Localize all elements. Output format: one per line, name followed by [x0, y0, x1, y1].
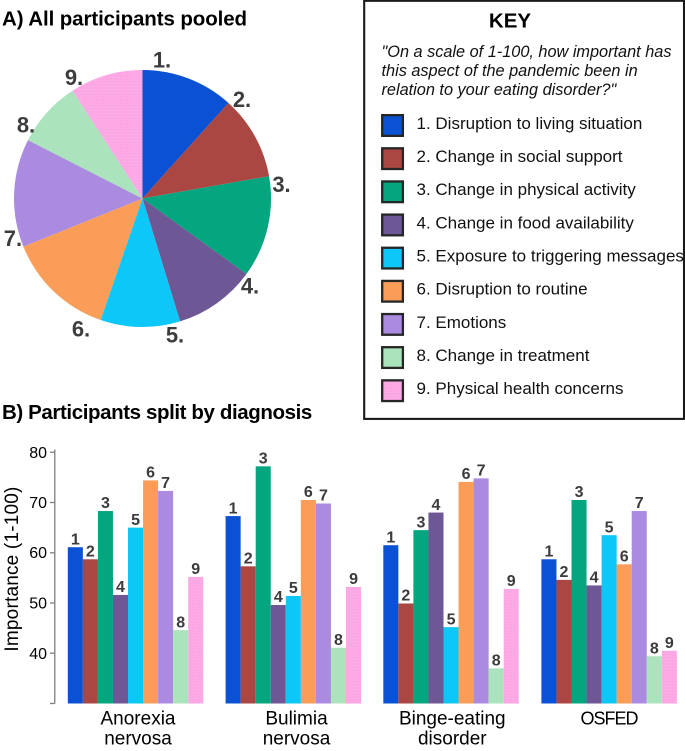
svg-text:1.: 1.: [153, 48, 171, 73]
svg-text:9: 9: [665, 635, 674, 652]
svg-text:6.: 6.: [72, 317, 90, 342]
svg-text:2: 2: [560, 564, 569, 581]
svg-text:nervosa: nervosa: [263, 729, 331, 747]
svg-text:5. Exposure to triggering mess: 5. Exposure to triggering messages: [417, 247, 684, 266]
svg-text:A) All participants pooled: A) All participants pooled: [2, 8, 247, 31]
svg-text:5: 5: [447, 611, 456, 628]
svg-text:1. Disruption to living situat: 1. Disruption to living situation: [417, 114, 643, 133]
svg-text:9: 9: [349, 571, 358, 588]
svg-text:2: 2: [86, 543, 95, 560]
svg-text:"On a scale of 1-100, how impo: "On a scale of 1-100, how important has: [382, 43, 672, 61]
svg-text:7: 7: [477, 463, 486, 480]
svg-text:2. Change in social support: 2. Change in social support: [417, 147, 623, 166]
svg-text:5.: 5.: [166, 323, 184, 348]
svg-text:6. Disruption to routine: 6. Disruption to routine: [417, 280, 588, 299]
svg-text:8: 8: [492, 653, 501, 670]
svg-text:4.: 4.: [241, 274, 259, 299]
svg-text:4: 4: [274, 589, 283, 606]
svg-text:3: 3: [101, 495, 110, 512]
svg-text:relation to your eating disord: relation to your eating disorder?": [382, 81, 618, 99]
svg-text:7: 7: [161, 475, 170, 492]
svg-text:6: 6: [620, 549, 629, 566]
svg-text:40: 40: [29, 646, 47, 663]
svg-text:70: 70: [29, 495, 47, 512]
svg-text:50: 50: [29, 596, 47, 613]
svg-text:1: 1: [71, 531, 80, 548]
svg-text:8: 8: [650, 640, 659, 657]
svg-text:Binge-eating: Binge-eating: [399, 709, 506, 730]
svg-text:4: 4: [432, 497, 441, 514]
svg-text:2.: 2.: [233, 87, 251, 112]
svg-text:8: 8: [176, 614, 185, 631]
svg-text:KEY: KEY: [489, 10, 531, 33]
svg-text:6: 6: [146, 465, 155, 482]
svg-text:4. Change in food availability: 4. Change in food availability: [417, 213, 635, 232]
svg-text:1: 1: [229, 500, 238, 517]
svg-text:60: 60: [29, 545, 47, 562]
svg-text:7. Emotions: 7. Emotions: [417, 313, 507, 332]
svg-text:3: 3: [259, 451, 268, 468]
svg-text:8: 8: [334, 632, 343, 649]
svg-text:6: 6: [304, 484, 313, 501]
svg-text:1: 1: [544, 543, 553, 560]
svg-text:5: 5: [131, 512, 140, 529]
svg-text:this aspect of the pandemic be: this aspect of the pandemic been in: [382, 62, 638, 80]
svg-text:Importance (1-100): Importance (1-100): [2, 486, 23, 651]
svg-text:7: 7: [319, 488, 328, 505]
svg-text:1: 1: [386, 529, 395, 546]
svg-text:3: 3: [416, 514, 425, 531]
svg-text:3: 3: [575, 484, 584, 501]
svg-text:Bulimia: Bulimia: [265, 709, 328, 730]
svg-text:9: 9: [507, 573, 516, 590]
svg-text:9. Physical health concerns: 9. Physical health concerns: [417, 379, 624, 398]
svg-text:disorder: disorder: [418, 729, 487, 747]
svg-text:9.: 9.: [65, 65, 83, 90]
svg-text:7: 7: [635, 495, 644, 512]
svg-text:5: 5: [289, 580, 298, 597]
svg-text:9: 9: [191, 561, 200, 578]
svg-text:B) Participants split by diagn: B) Participants split by diagnosis: [2, 401, 312, 424]
svg-text:6: 6: [462, 466, 471, 483]
svg-text:Anorexia: Anorexia: [101, 709, 176, 730]
svg-text:nervosa: nervosa: [104, 729, 172, 747]
svg-text:80: 80: [29, 445, 47, 462]
svg-text:OSFED: OSFED: [580, 709, 638, 729]
svg-text:4: 4: [116, 579, 125, 596]
svg-text:5: 5: [605, 519, 614, 536]
svg-text:2: 2: [401, 588, 410, 605]
svg-text:8. Change in treatment: 8. Change in treatment: [417, 346, 590, 365]
svg-text:7.: 7.: [4, 226, 22, 251]
svg-text:8.: 8.: [17, 113, 35, 138]
svg-text:4: 4: [590, 570, 599, 587]
svg-text:3.: 3.: [272, 172, 290, 197]
svg-text:2: 2: [244, 551, 253, 568]
svg-text:3. Change in physical activity: 3. Change in physical activity: [417, 180, 637, 199]
